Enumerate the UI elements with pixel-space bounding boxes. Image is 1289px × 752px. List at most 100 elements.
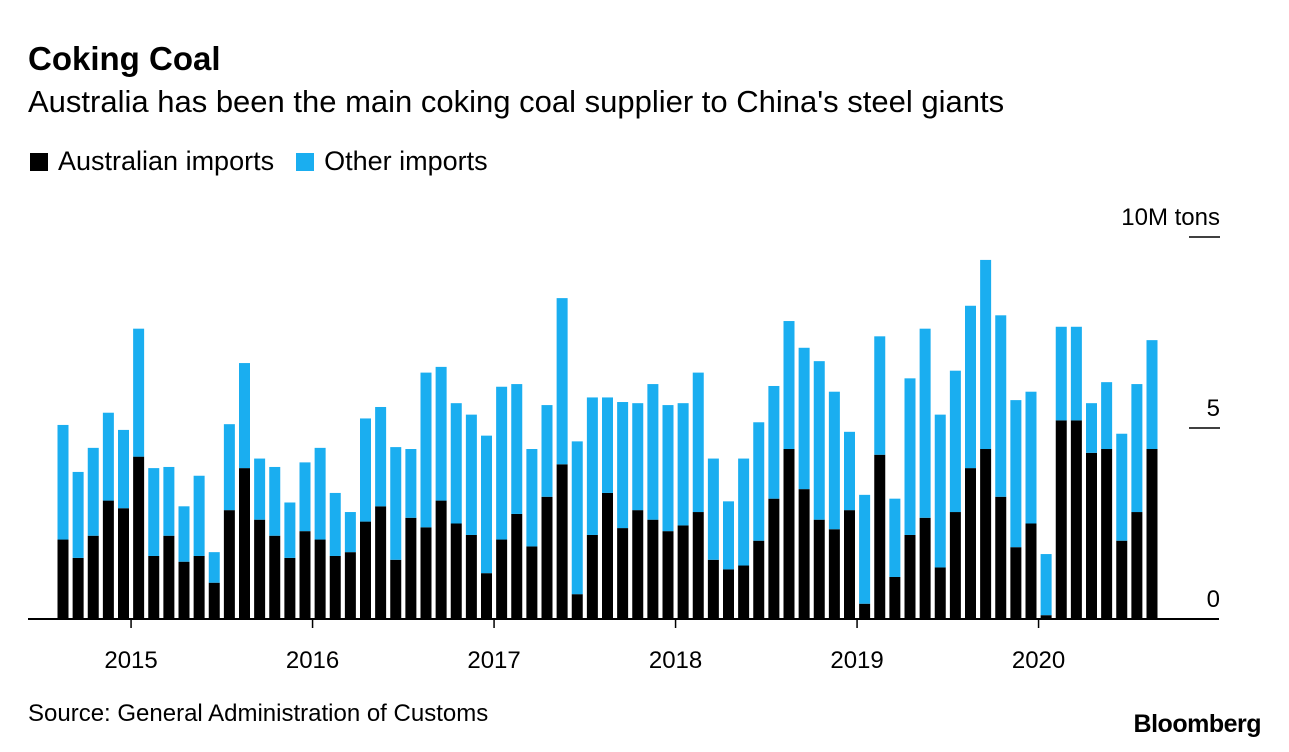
bar-other — [133, 328, 145, 457]
bar-other — [526, 449, 538, 547]
chart-subtitle: Australia has been the main coking coal … — [28, 84, 1005, 119]
bar-australian — [1010, 547, 1022, 619]
bar-australian — [889, 576, 901, 619]
bar-australian — [934, 567, 946, 619]
x-tick-label: 2020 — [1012, 647, 1065, 674]
bar-other — [586, 397, 598, 535]
bar-other — [541, 405, 553, 497]
bar-australian — [1025, 523, 1037, 619]
bar-australian — [995, 496, 1007, 619]
bar-australian — [1131, 512, 1143, 619]
bar-australian — [72, 557, 84, 619]
legend-item-australian: Australian imports — [30, 146, 274, 177]
bar-australian — [435, 500, 447, 619]
bar-other — [1131, 384, 1143, 513]
bar-other — [435, 366, 447, 501]
bar-other — [632, 403, 644, 511]
bar-australian — [738, 565, 750, 619]
bar-australian — [496, 539, 508, 619]
legend-label-australian: Australian imports — [58, 146, 275, 176]
bar-other — [813, 361, 825, 520]
bar-australian — [284, 557, 296, 619]
x-tick-label: 2016 — [286, 647, 339, 674]
source-note: Source: General Administration of Custom… — [28, 700, 489, 727]
bar-australian — [965, 468, 976, 619]
bar-australian — [314, 539, 326, 619]
bar-other — [1055, 326, 1067, 421]
bar-other — [163, 466, 175, 536]
y-tick-label: 5 — [1207, 395, 1220, 422]
bar-other — [783, 321, 795, 450]
bar-australian — [178, 561, 190, 619]
bar-australian — [798, 489, 810, 619]
bar-australian — [465, 534, 477, 619]
bar-other — [662, 405, 674, 532]
bar-other — [102, 412, 114, 501]
bar-other — [269, 466, 281, 536]
bar-australian — [223, 510, 235, 619]
bar-other — [995, 315, 1007, 497]
bar-other — [405, 449, 417, 518]
bar-australian — [677, 525, 689, 619]
bar-australian — [662, 531, 674, 619]
bar-other — [329, 492, 341, 556]
bar-other — [1116, 433, 1128, 541]
bar-other — [118, 429, 129, 509]
bar-australian — [783, 449, 795, 619]
bar-other — [314, 447, 326, 540]
bar-other — [1040, 554, 1052, 616]
bar-australian — [1086, 452, 1097, 619]
bar-other — [481, 435, 492, 574]
bar-other — [87, 447, 99, 536]
bar-australian — [163, 535, 175, 619]
bar-australian — [208, 582, 220, 619]
bar-australian — [360, 521, 371, 619]
bar-australian — [1055, 420, 1067, 619]
bar-australian — [844, 510, 855, 619]
bar-australian — [405, 517, 417, 619]
bar-other — [360, 418, 371, 522]
bloomberg-logo: Bloomberg — [1133, 710, 1262, 738]
bar-other — [1010, 400, 1022, 548]
bar-other — [284, 502, 296, 558]
bar-australian — [571, 594, 583, 619]
bar-other — [239, 363, 250, 469]
bar-australian — [707, 559, 719, 619]
bar-australian — [57, 539, 69, 619]
bar-other — [647, 384, 659, 520]
bar-other — [57, 424, 69, 540]
bar-other — [208, 552, 220, 583]
bar-other — [602, 397, 613, 493]
bar-australian — [828, 529, 840, 619]
bar-australian — [526, 546, 538, 619]
bar-australian — [420, 527, 432, 619]
bar-australian — [269, 535, 281, 619]
legend: Australian imports Other imports — [30, 146, 510, 177]
y-tick-label: 10M tons — [1121, 204, 1220, 231]
bar-australian — [723, 569, 734, 619]
bar-australian — [1146, 449, 1158, 619]
bar-australian — [541, 496, 553, 619]
bar-other — [859, 494, 871, 604]
bar-australian — [239, 468, 250, 619]
legend-swatch-other — [296, 152, 315, 171]
bar-australian — [511, 513, 523, 619]
bar-australian — [768, 498, 780, 619]
bar-other — [571, 441, 583, 595]
bar-australian — [1040, 615, 1052, 619]
bar-other — [677, 403, 689, 526]
bar-other — [420, 372, 432, 528]
y-tick-label: 0 — [1207, 586, 1220, 613]
bar-australian — [390, 559, 402, 619]
bar-other — [692, 372, 704, 513]
chart-title: Coking Coal — [28, 40, 221, 77]
bar-other — [980, 259, 992, 450]
legend-label-other: Other imports — [324, 146, 488, 176]
bar-other — [889, 498, 901, 577]
bar-other — [617, 402, 629, 529]
bar-other — [390, 447, 402, 560]
bar-australian — [602, 492, 613, 619]
bar-australian — [344, 552, 356, 619]
bar-other — [934, 414, 946, 568]
bar-other — [344, 512, 356, 553]
